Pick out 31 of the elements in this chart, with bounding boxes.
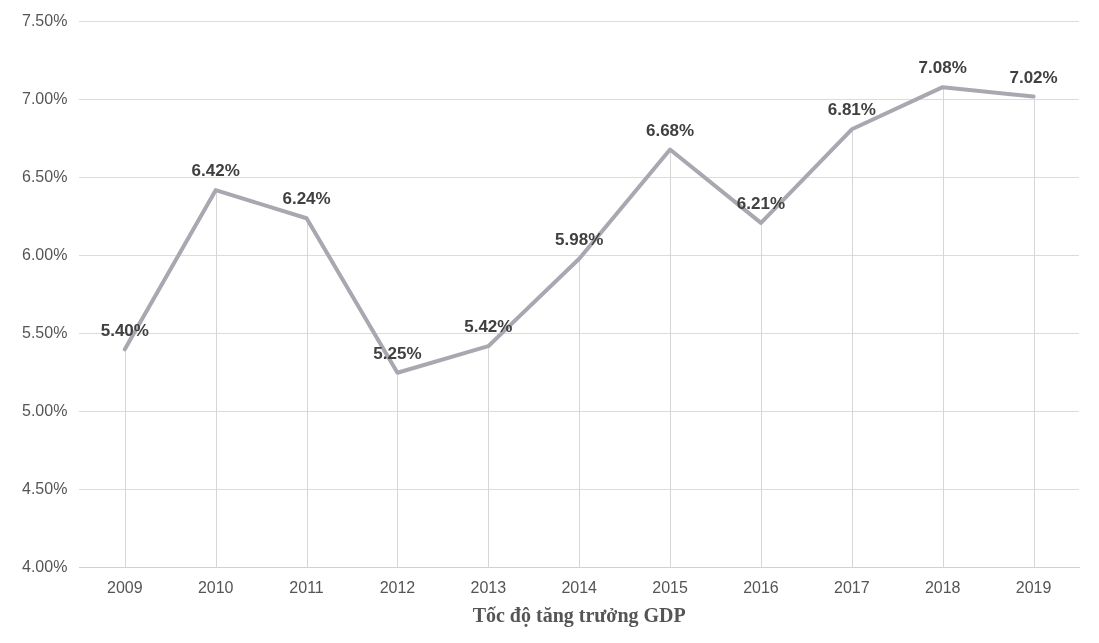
- data-label: 6.24%: [282, 189, 331, 209]
- x-tick-label: 2010: [197, 578, 234, 596]
- x-tick-label: 2011: [289, 578, 324, 596]
- x-tick-label: 2012: [379, 578, 416, 596]
- y-tick-label: 4.50%: [21, 480, 68, 498]
- y-tick-label: 6.00%: [21, 246, 68, 264]
- x-tick-label: 2013: [470, 578, 507, 596]
- data-label: 6.21%: [736, 194, 786, 214]
- y-tick-label: 7.00%: [21, 90, 68, 108]
- x-tick-label: 2015: [652, 578, 688, 596]
- data-label: 6.42%: [191, 161, 240, 181]
- y-tick-label: 5.00%: [21, 402, 68, 420]
- x-axis-title: Tốc độ tăng trưởng GDP: [472, 604, 686, 628]
- data-label: 7.08%: [918, 58, 967, 78]
- y-tick-label: 5.50%: [21, 324, 68, 342]
- data-label: 6.68%: [645, 120, 695, 140]
- data-label: 7.02%: [1009, 67, 1058, 87]
- data-label: 5.40%: [100, 320, 149, 340]
- y-tick-label: 6.50%: [21, 168, 68, 186]
- x-tick-label: 2017: [834, 578, 870, 596]
- x-tick-label: 2016: [743, 578, 779, 596]
- data-label: 5.42%: [464, 317, 513, 337]
- y-tick-label: 4.00%: [21, 558, 68, 576]
- data-label: 5.98%: [555, 229, 604, 249]
- x-tick-label: 2009: [107, 578, 143, 596]
- x-tick-label: 2019: [1015, 578, 1052, 596]
- x-tick-label: 2018: [924, 578, 961, 596]
- x-tick-label: 2014: [561, 578, 598, 596]
- y-tick-label: 7.50%: [21, 12, 68, 30]
- data-label: 6.81%: [827, 100, 876, 120]
- data-label: 5.25%: [373, 343, 422, 363]
